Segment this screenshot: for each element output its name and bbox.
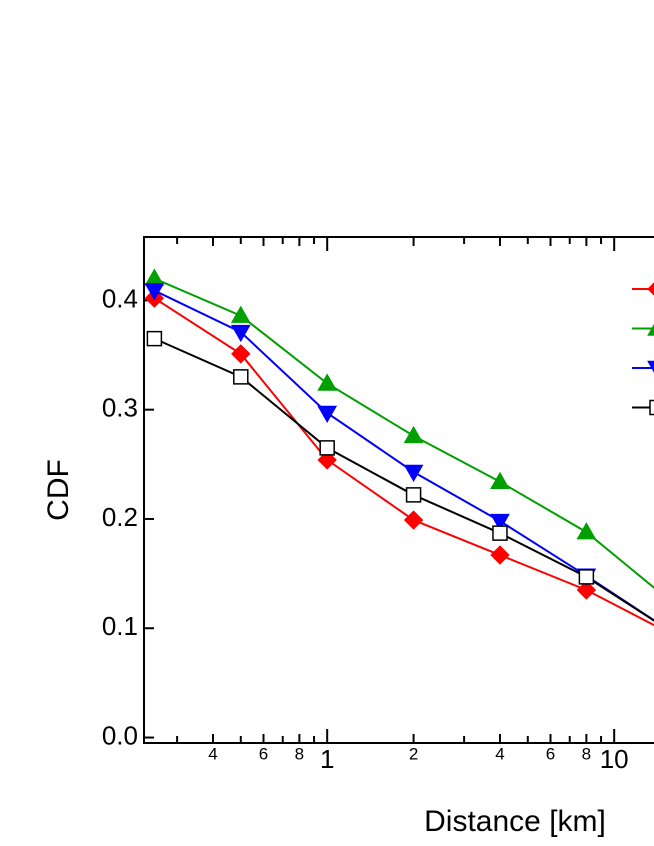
marker bbox=[490, 471, 510, 490]
marker bbox=[319, 440, 335, 456]
marker bbox=[403, 464, 424, 482]
legend-marker bbox=[647, 282, 654, 296]
x-tick-label: 6 bbox=[259, 744, 268, 763]
y-tick-label: 0.1 bbox=[102, 611, 138, 641]
marker bbox=[490, 545, 510, 565]
marker bbox=[144, 283, 165, 301]
x-tick-label: 1 bbox=[320, 744, 334, 774]
marker bbox=[233, 369, 249, 385]
y-axis-label: CDF bbox=[42, 459, 75, 521]
marker bbox=[576, 522, 597, 540]
x-axis-label: Distance [km] bbox=[424, 805, 606, 838]
x-tick-label: 8 bbox=[582, 744, 591, 763]
marker bbox=[490, 513, 510, 532]
marker bbox=[403, 425, 424, 444]
x-tick-label: 10 bbox=[600, 744, 629, 774]
x-tick-label: 6 bbox=[546, 744, 555, 763]
y-tick-label: 0.3 bbox=[102, 393, 138, 423]
marker bbox=[578, 569, 595, 585]
legend-marker bbox=[649, 399, 654, 416]
marker bbox=[403, 510, 424, 530]
marker bbox=[317, 373, 338, 391]
marker bbox=[231, 344, 251, 364]
marker bbox=[492, 525, 508, 541]
legend-marker bbox=[647, 323, 654, 336]
marker bbox=[405, 487, 422, 503]
marker bbox=[576, 580, 597, 600]
marker bbox=[317, 405, 338, 423]
y-tick-label: 0.0 bbox=[102, 720, 138, 750]
marker bbox=[230, 324, 251, 343]
y-tick-label: 0.4 bbox=[102, 283, 138, 313]
legend-marker bbox=[647, 360, 654, 373]
x-tick-label: 2 bbox=[409, 744, 418, 763]
y-tick-label: 0.2 bbox=[102, 502, 138, 532]
x-tick-label: 8 bbox=[295, 744, 304, 763]
x-tick-label: 4 bbox=[495, 744, 504, 763]
x-tick-label: 4 bbox=[208, 744, 217, 763]
marker bbox=[144, 268, 165, 286]
marker bbox=[230, 305, 251, 323]
marker bbox=[146, 330, 163, 347]
plot-frame bbox=[143, 236, 654, 744]
